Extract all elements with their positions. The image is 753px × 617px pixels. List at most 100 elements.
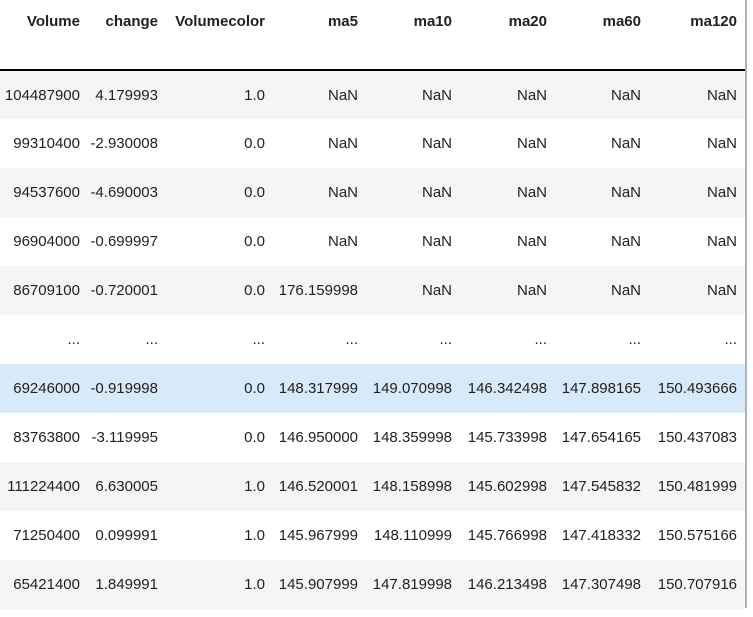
table-cell: 4.179993	[95, 86, 158, 104]
table-cell: NaN	[327, 135, 358, 152]
table-cell: ...	[67, 331, 80, 348]
table-cell: NaN	[516, 184, 547, 201]
column-header-ma60: ma60	[555, 0, 649, 71]
column-header-change: change	[88, 0, 166, 71]
table-cell: 65421400	[13, 576, 80, 593]
column-header-ma20: ma20	[460, 0, 555, 71]
table-cell: 1.0	[244, 478, 265, 495]
table-cell: 94537600	[13, 184, 80, 201]
table-cell: 150.437083	[657, 429, 737, 446]
table-cell: NaN	[706, 233, 737, 250]
column-header-volumecolor: Volumecolor	[166, 0, 273, 71]
table-cell: NaN	[706, 184, 737, 201]
table-cell: 1.0	[244, 527, 265, 544]
table-cell: NaN	[610, 233, 641, 250]
table-cell: 69246000	[13, 380, 80, 397]
table-cell: NaN	[516, 233, 547, 250]
table-cell: 146.950000	[278, 429, 358, 446]
table-body: 104487900 4.179993 1.0 NaN NaN NaN NaN NaN 99310…	[0, 70, 745, 609]
table-cell: NaN	[706, 135, 737, 152]
table-cell: 111224400	[7, 478, 80, 495]
table-cell: ...	[145, 331, 158, 348]
table-cell: 148.110999	[373, 527, 452, 544]
table-row[interactable]: 99310400 -2.930008 0.0 NaN NaN NaN NaN NaN	[0, 119, 745, 168]
table-cell: NaN	[610, 86, 641, 104]
table-row-highlighted[interactable]: 69246000 -0.919998 0.0 148.317999 149.070998…	[0, 364, 745, 413]
table-cell: 0.0	[244, 429, 265, 446]
table-cell: 1.0	[244, 86, 265, 104]
table-cell: -2.930008	[90, 135, 158, 152]
table-cell: NaN	[706, 86, 737, 104]
table-cell: 146.520001	[278, 478, 358, 495]
table-row[interactable]: 104487900 4.179993 1.0 NaN NaN NaN NaN NaN	[0, 70, 745, 119]
table-cell: 83763800	[13, 429, 80, 446]
table-cell: -3.119995	[91, 429, 158, 446]
column-header-ma120: ma120	[649, 0, 745, 71]
table-cell: NaN	[421, 282, 452, 299]
table-cell: 6.630005	[95, 478, 158, 495]
table-cell: 1.849991	[95, 576, 158, 593]
table-cell: NaN	[421, 184, 452, 201]
table-cell: 176.159998	[278, 282, 358, 299]
table-cell: 150.493666	[657, 380, 737, 397]
table-header: Volume change Volumecolor ma5 ma10 ma20 ma60 ma…	[0, 0, 745, 71]
table-cell: 146.342498	[467, 380, 547, 397]
table-row-ellipsis[interactable]: ........................	[0, 315, 745, 364]
table-cell: NaN	[327, 86, 358, 104]
table-cell: 147.898165	[561, 380, 641, 397]
table-cell: 147.654165	[561, 429, 641, 446]
table-cell: 71250400	[13, 527, 80, 544]
table-cell: NaN	[327, 184, 358, 201]
table-cell: 86709100	[13, 282, 80, 299]
table-cell: NaN	[706, 282, 737, 299]
table-cell: 150.481999	[657, 478, 737, 495]
table-cell: NaN	[421, 233, 452, 250]
table-cell: 0.0	[244, 282, 265, 299]
table-cell: 149.070998	[372, 380, 452, 397]
column-header-volume: Volume	[0, 0, 88, 71]
table-row[interactable]: 94537600 -4.690003 0.0 NaN NaN NaN NaN NaN	[0, 168, 745, 217]
table-cell: 99310400	[13, 135, 80, 152]
table-cell: NaN	[516, 86, 547, 104]
table-cell: 148.158998	[372, 478, 452, 495]
output-right-border	[745, 0, 747, 608]
table-cell: NaN	[421, 86, 452, 104]
table-cell: NaN	[327, 233, 358, 250]
table-cell: NaN	[421, 135, 452, 152]
table-row[interactable]: 83763800 -3.119995 0.0 146.950000 148.359998…	[0, 413, 745, 462]
table-cell: 147.418332	[561, 527, 641, 544]
header-row: Volume change Volumecolor ma5 ma10 ma20 ma60 ma…	[0, 0, 745, 71]
table-cell: ...	[534, 331, 547, 348]
table-row[interactable]: 65421400 1.849991 1.0 145.907999 147.819998 1…	[0, 560, 745, 609]
table-cell: NaN	[610, 135, 641, 152]
table-cell: ...	[252, 331, 265, 348]
column-header-ma10: ma10	[366, 0, 460, 71]
table-cell: 147.545832	[561, 478, 641, 495]
table-cell: 147.819998	[372, 576, 452, 593]
table-cell: 1.0	[244, 576, 265, 593]
table-cell: -0.699997	[90, 233, 158, 250]
table-cell: NaN	[516, 135, 547, 152]
table-cell: -0.919998	[90, 380, 158, 397]
table-cell: NaN	[516, 282, 547, 299]
table-cell: 0.0	[244, 135, 265, 152]
table-cell: 146.213498	[467, 576, 547, 593]
table-cell: 0.0	[244, 184, 265, 201]
table-cell: ...	[439, 331, 452, 348]
table-row[interactable]: 111224400 6.630005 1.0 146.520001 148.158998…	[0, 462, 745, 511]
table-cell: 0.0	[244, 380, 265, 397]
dataframe-table: Volume change Volumecolor ma5 ma10 ma20 ma60 ma…	[0, 0, 745, 609]
table-cell: 145.967999	[278, 527, 358, 544]
table-cell: 0.0	[244, 233, 265, 250]
table-cell: 145.766998	[467, 527, 547, 544]
table-row[interactable]: 96904000 -0.699997 0.0 NaN NaN NaN NaN NaN	[0, 217, 745, 266]
table-cell: 0.099991	[95, 527, 158, 544]
table-cell: ...	[724, 331, 737, 348]
table-cell: ...	[628, 331, 641, 348]
table-row[interactable]: 86709100 -0.720001 0.0 176.159998 NaN NaN NaN N…	[0, 266, 745, 315]
column-header-ma5: ma5	[273, 0, 366, 71]
table-row[interactable]: 71250400 0.099991 1.0 145.967999 148.110999 1…	[0, 511, 745, 560]
table-cell: ...	[345, 331, 358, 348]
table-cell: -4.690003	[90, 184, 158, 201]
